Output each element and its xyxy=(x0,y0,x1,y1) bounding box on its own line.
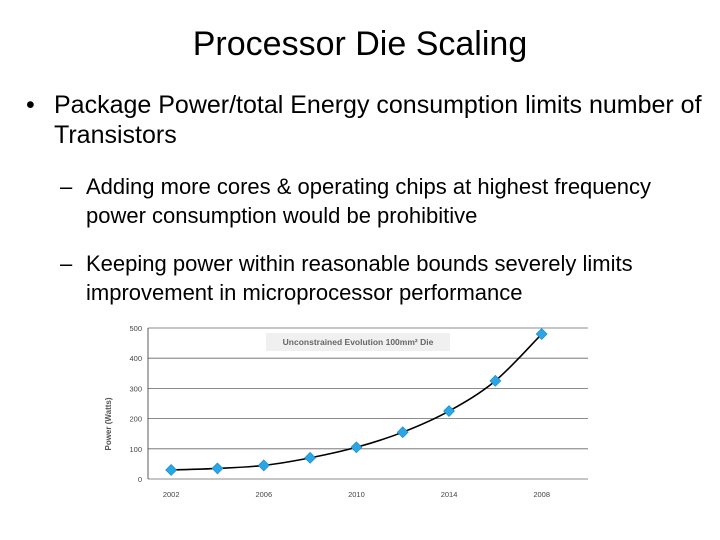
y-tick-label: 100 xyxy=(129,445,142,454)
power-chart: Unconstrained Evolution 100mm² Die Power… xyxy=(100,318,592,504)
slide-title: Processor Die Scaling xyxy=(192,25,528,63)
data-point xyxy=(257,459,270,472)
data-point xyxy=(489,374,502,387)
y-tick-label: 300 xyxy=(129,384,142,393)
x-tick-label: 2010 xyxy=(348,490,365,499)
y-tick-label: 500 xyxy=(129,324,142,333)
x-tick-label: 2014 xyxy=(441,490,458,499)
data-markers xyxy=(165,328,548,476)
data-point xyxy=(211,462,224,475)
y-ticks: 0 100 200 300 400 500 xyxy=(129,324,142,484)
y-tick-label: 0 xyxy=(138,475,142,484)
data-point xyxy=(396,426,409,439)
chart-title-box xyxy=(266,333,450,351)
x-tick-label: 2008 xyxy=(533,490,550,499)
x-tick-label: 2006 xyxy=(255,490,272,499)
sub-bullet-2-text: Keeping power within reasonable bounds s… xyxy=(86,251,633,305)
data-point xyxy=(350,441,363,454)
dash-glyph: – xyxy=(60,174,73,199)
y-tick-label: 400 xyxy=(129,354,142,363)
sub-bullet-1-text: Adding more cores & operating chips at h… xyxy=(86,174,651,228)
data-point xyxy=(304,451,317,464)
data-point xyxy=(443,405,455,417)
main-bullet-text: Package Power/total Energy consumption l… xyxy=(54,91,702,149)
bullet-glyph: • xyxy=(26,91,35,119)
grid-layer xyxy=(147,327,588,480)
dash-glyph: – xyxy=(60,251,73,276)
x-tick-label: 2002 xyxy=(163,490,180,499)
data-point xyxy=(165,464,178,476)
x-ticks: 2002 2006 2010 2014 2008 xyxy=(163,490,550,499)
y-axis-label: Power (Watts) xyxy=(104,397,113,450)
y-tick-label: 200 xyxy=(129,415,142,424)
data-point xyxy=(535,328,548,340)
chart-title: Unconstrained Evolution 100mm² Die xyxy=(283,337,434,347)
